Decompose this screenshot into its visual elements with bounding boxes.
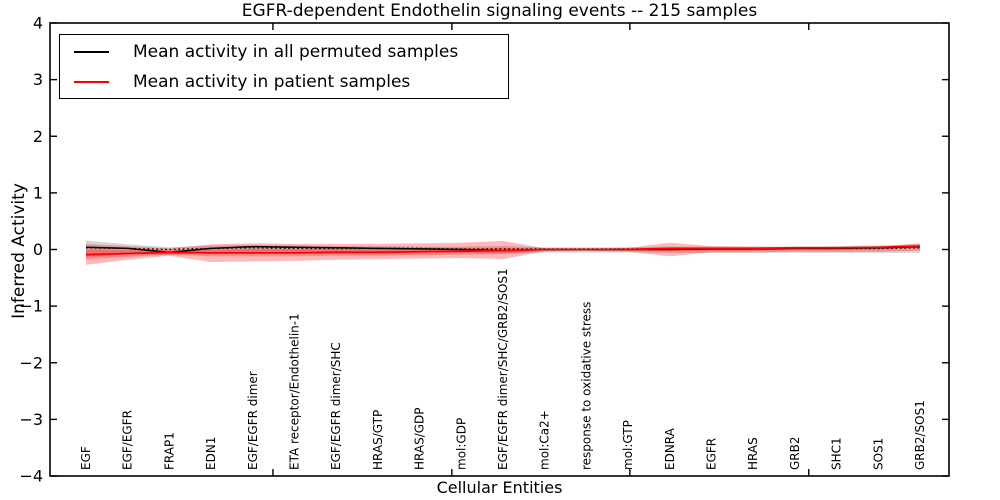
legend-label-permuted: Mean activity in all permuted samples	[133, 41, 459, 62]
x-tick-label: mol:GDP	[454, 418, 468, 470]
x-tick-label: FRAP1	[162, 432, 176, 470]
x-tick-label: mol:GTP	[621, 420, 635, 470]
chart-title: EGFR-dependent Endothelin signaling even…	[241, 1, 758, 21]
y-tick-label: −1	[19, 297, 43, 316]
x-tick-label: mol:Ca2+	[538, 410, 552, 470]
y-tick-label: 0	[33, 240, 43, 259]
y-tick-label: 4	[33, 14, 43, 33]
y-tick-label: 1	[33, 183, 43, 202]
x-tick-label: HRAS/GDP	[413, 407, 427, 470]
x-axis-label: Cellular Entities	[436, 478, 563, 497]
legend-item-patient: Mean activity in patient samples	[74, 68, 508, 95]
y-tick-label: −4	[19, 467, 43, 486]
x-tick-label: EGF/EGFR	[121, 410, 135, 470]
x-tick-label: EGF/EGFR dimer	[246, 371, 260, 470]
x-tick-label: HRAS	[746, 437, 760, 470]
x-tick-label: EDNRA	[663, 427, 677, 470]
x-tick-label: SHC1	[830, 437, 844, 470]
y-tick-label: 2	[33, 127, 43, 146]
legend-line-swatch-red	[74, 80, 109, 83]
x-tick-label: EGF/EGFR dimer/SHC	[329, 342, 343, 470]
x-tick-label: GRB2/SOS1	[913, 400, 927, 470]
x-tick-label: GRB2	[788, 436, 802, 470]
x-tick-label: ETA receptor/Endothelin-1	[288, 313, 302, 470]
x-tick-label: response to oxidative stress	[579, 302, 593, 470]
x-tick-label: HRAS/GTP	[371, 410, 385, 470]
permuted-std-band	[86, 240, 920, 257]
x-tick-label: EGF	[79, 446, 93, 470]
series-line	[85, 245, 921, 256]
y-tick-label: −3	[19, 410, 43, 429]
x-tick-label: EGF/EGFR dimer/SHC/GRB2/SOS1	[496, 268, 510, 470]
x-tick-label: EDN1	[204, 437, 218, 470]
y-tick-label: −2	[19, 353, 43, 372]
legend: Mean activity in all permuted samples Me…	[59, 34, 509, 99]
x-tick-label: EGFR	[705, 438, 719, 470]
y-tick-label: 3	[33, 70, 43, 89]
y-axis-label: Inferred Activity	[9, 183, 29, 319]
legend-line-swatch-black	[74, 50, 109, 53]
x-tick-label: SOS1	[871, 438, 885, 470]
legend-label-patient: Mean activity in patient samples	[133, 71, 411, 92]
legend-item-permuted: Mean activity in all permuted samples	[74, 38, 508, 65]
